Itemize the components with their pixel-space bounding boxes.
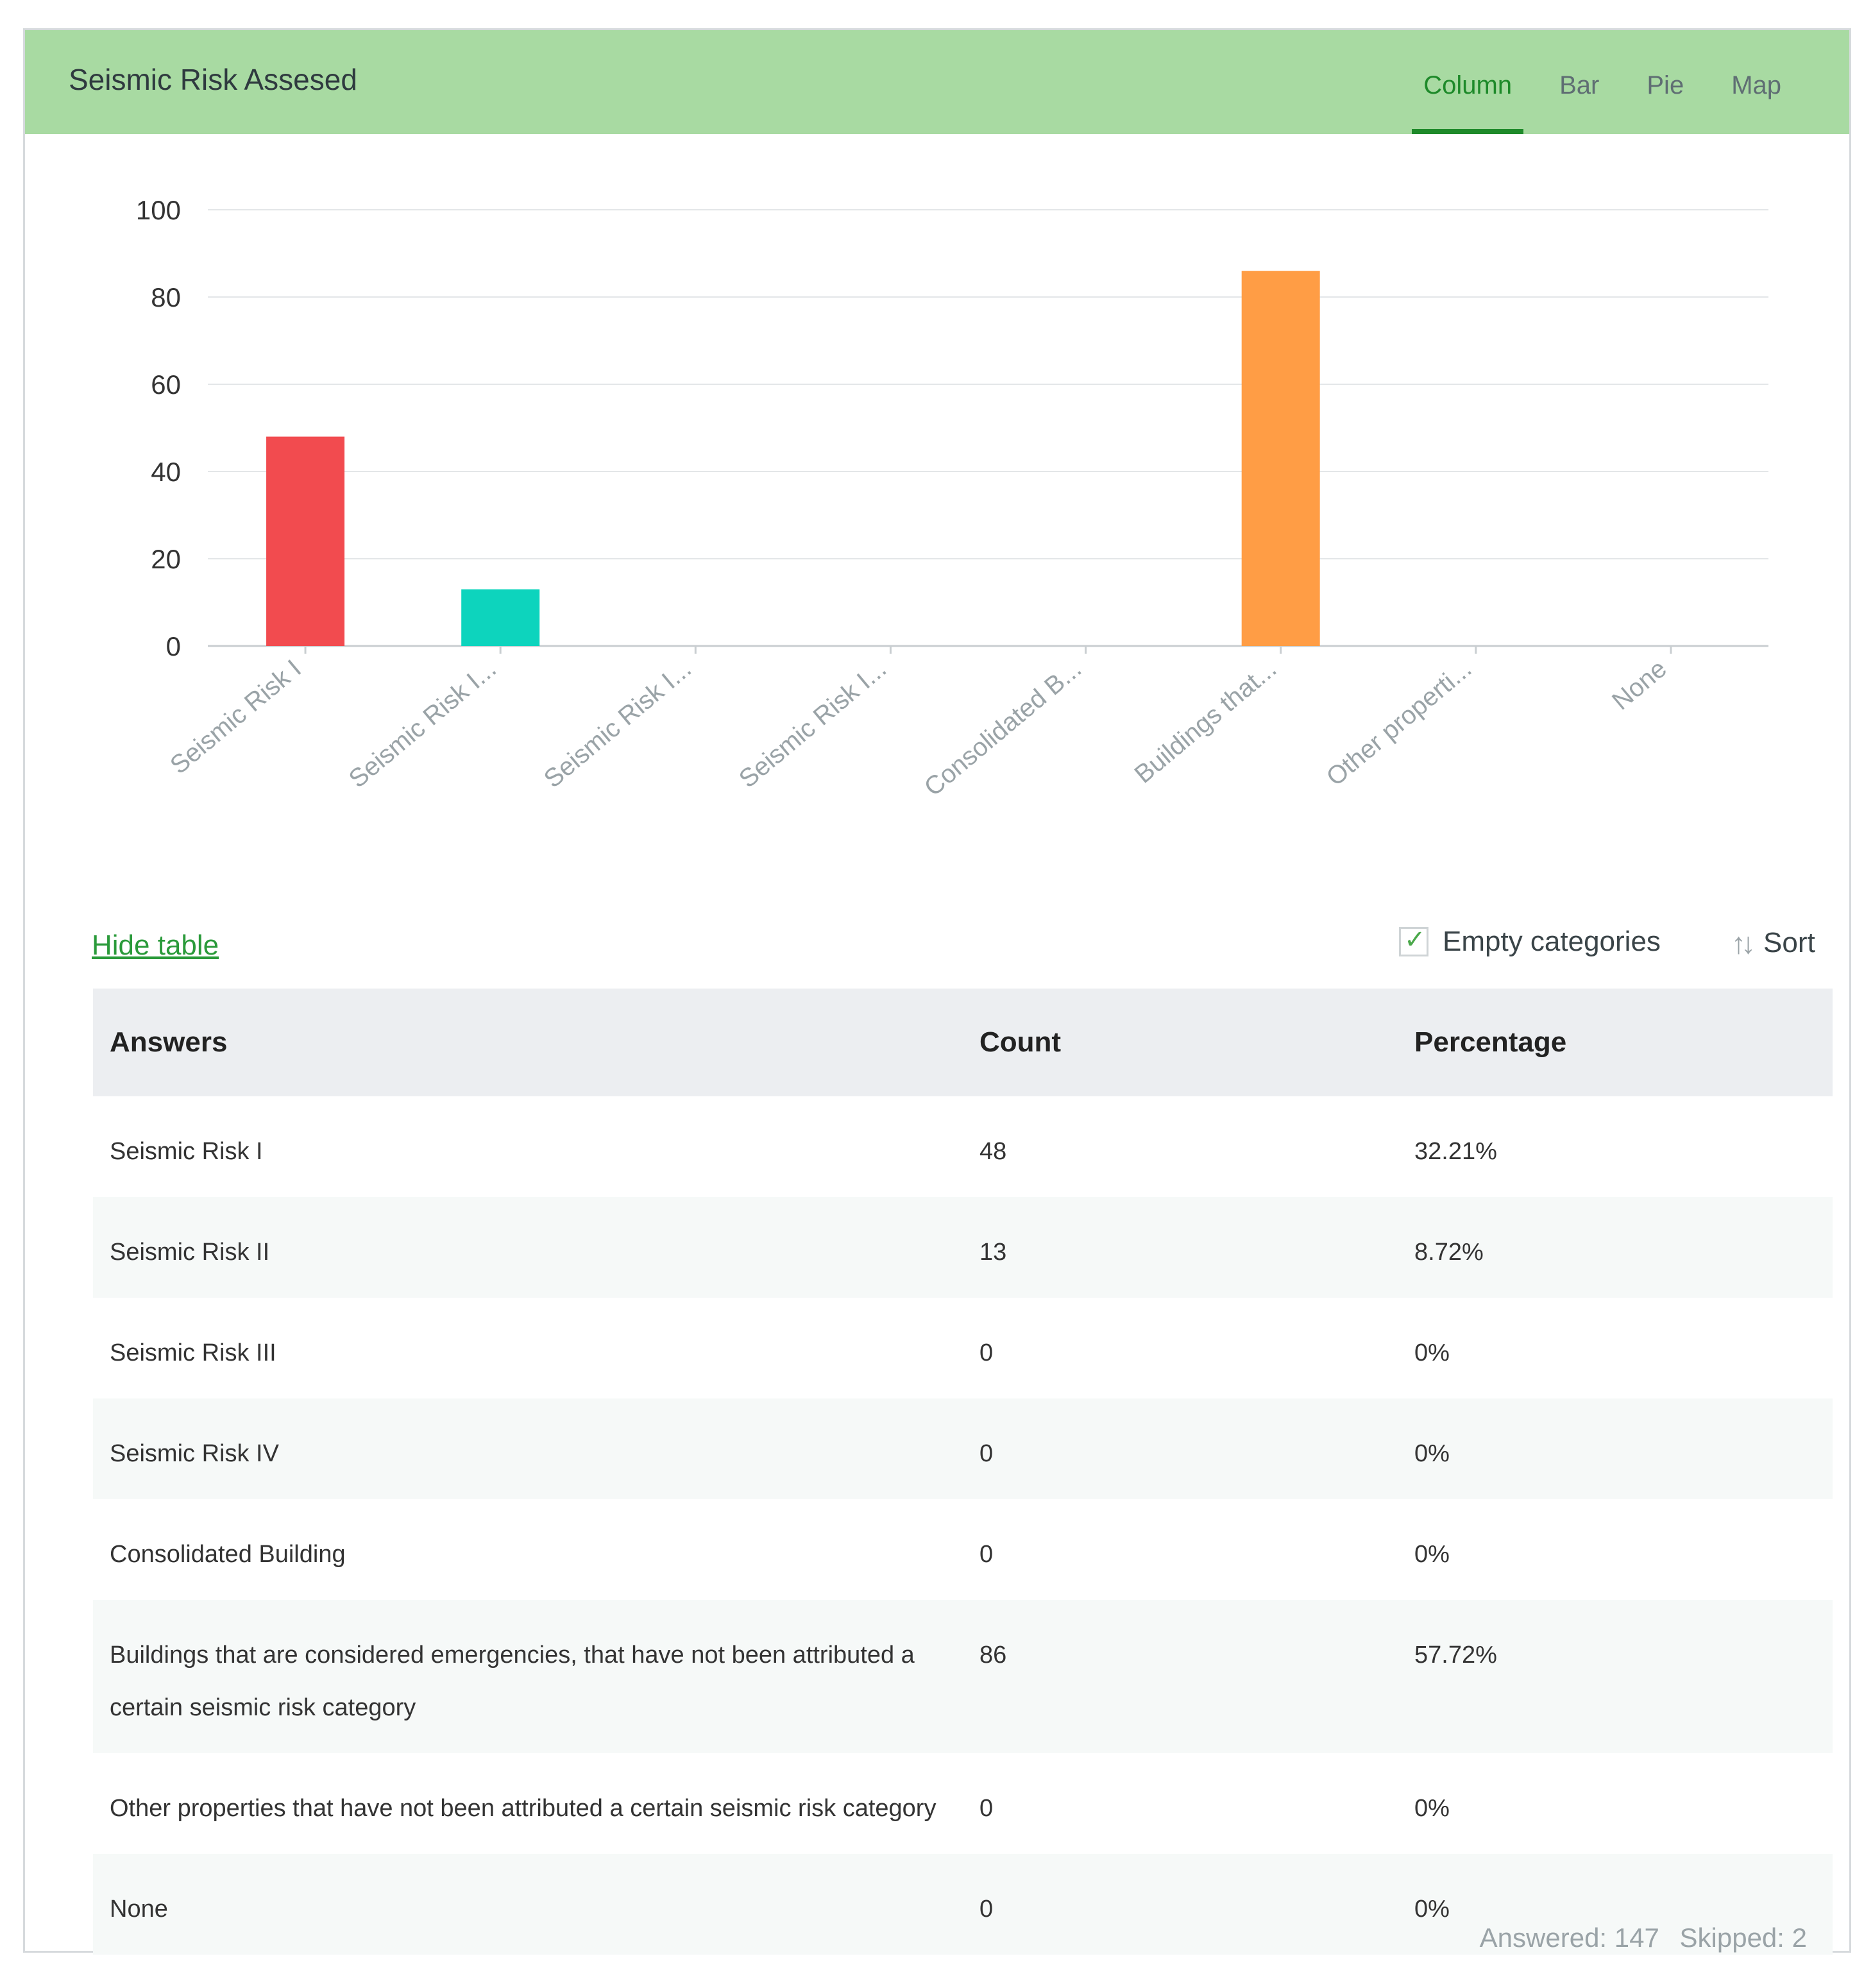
percentage-cell: 8.72% [1398, 1197, 1833, 1298]
chart-type-tabs: Column Bar Pie Map [1387, 30, 1793, 134]
percentage-cell: 0% [1398, 1854, 1833, 1955]
answer-cell: None [93, 1854, 963, 1955]
column-chart: 0 20 40 60 80 100 Seismic Risk I Seismic Risk I… [136, 195, 1768, 802]
table-row: Seismic Risk IV 0 0% [93, 1398, 1833, 1499]
count-cell: 86 [963, 1600, 1398, 1753]
table-row: Seismic Risk II 13 8.72% [93, 1197, 1833, 1298]
x-tick-label: Seismic Risk I... [734, 654, 892, 794]
empty-categories-checkbox[interactable]: ✓ [1399, 926, 1428, 956]
bar [1241, 271, 1320, 646]
question-result-card: Seismic Risk Assesed Column Bar Pie Map … [23, 28, 1851, 1955]
header-percentage[interactable]: Percentage [1398, 989, 1833, 1096]
response-stats: Answered: 147 Skipped: 2 [1467, 1923, 1807, 1953]
y-tick-label: 80 [151, 282, 181, 312]
x-tick-label: Seismic Risk I [165, 654, 307, 779]
y-tick-label: 0 [166, 631, 181, 661]
bar [266, 436, 345, 646]
skipped-count: Skipped: 2 [1679, 1923, 1807, 1953]
tab-bar[interactable]: Bar [1559, 71, 1600, 99]
sort-arrows-icon: ↑↓ [1731, 926, 1756, 960]
x-tick-label: Seismic Risk I... [539, 654, 697, 794]
table-row: None 0 0% [93, 1854, 1833, 1955]
sort-button[interactable]: ↑↓ Sort [1731, 926, 1815, 960]
y-tick-label: 40 [151, 457, 181, 487]
percentage-cell: 0% [1414, 1541, 1450, 1568]
answer-cell: Other properties that have not been attr… [110, 1795, 937, 1822]
y-tick-label: 100 [136, 195, 181, 225]
x-tick-label: Seismic Risk I... [344, 654, 502, 794]
results-table: Answers Count Percentage Seismic Risk I … [93, 989, 1833, 1955]
answer-cell: Seismic Risk I [110, 1138, 263, 1165]
count-cell: 0 [963, 1854, 1398, 1955]
empty-categories-label: Empty categories [1443, 926, 1661, 957]
hide-table-link[interactable]: Hide table [92, 930, 219, 961]
count-cell: 0 [963, 1398, 1398, 1499]
header-answers[interactable]: Answers [93, 989, 963, 1096]
table-row: Other properties that have not been attr… [93, 1753, 1833, 1854]
x-tick-label: Buildings that... [1130, 654, 1282, 789]
checkmark-icon: ✓ [1404, 926, 1426, 954]
percentage-cell: 0% [1414, 1795, 1450, 1822]
answer-cell: Consolidated Building [110, 1541, 346, 1568]
count-cell: 0 [979, 1541, 994, 1568]
percentage-cell: 0% [1414, 1339, 1450, 1366]
answer-cell: Buildings that are considered emergencie… [93, 1600, 963, 1753]
count-cell: 48 [979, 1138, 1007, 1165]
answered-count: Answered: 147 [1479, 1923, 1659, 1953]
empty-categories-toggle[interactable]: ✓ Empty categories [1399, 926, 1661, 958]
table-row: Seismic Risk I 48 32.21% [93, 1096, 1833, 1197]
sort-label: Sort [1763, 927, 1815, 958]
header-count[interactable]: Count [963, 989, 1398, 1096]
table-header-row: Answers Count Percentage [93, 989, 1833, 1096]
bar [461, 589, 540, 646]
count-cell: 13 [963, 1197, 1398, 1298]
y-tick-label: 60 [151, 370, 181, 400]
percentage-cell: 0% [1398, 1398, 1833, 1499]
x-tick-label: None [1607, 654, 1672, 715]
x-tick-label: Other properti... [1321, 654, 1477, 792]
table-row: Consolidated Building 0 0% [93, 1499, 1833, 1600]
tab-pie[interactable]: Pie [1647, 71, 1684, 99]
card-title: Seismic Risk Assesed [69, 63, 357, 96]
y-tick-label: 20 [151, 544, 181, 574]
answer-cell: Seismic Risk III [110, 1339, 276, 1366]
tab-column[interactable]: Column [1412, 30, 1523, 134]
x-tick-label: Consolidated B... [919, 654, 1087, 802]
answer-cell: Seismic Risk IV [93, 1398, 963, 1499]
count-cell: 0 [979, 1339, 994, 1366]
percentage-cell: 32.21% [1414, 1138, 1497, 1165]
table-row: Seismic Risk III 0 0% [93, 1298, 1833, 1398]
tab-map[interactable]: Map [1731, 71, 1781, 99]
table-row: Buildings that are considered emergencie… [93, 1600, 1833, 1753]
count-cell: 0 [979, 1795, 994, 1822]
card-header: Seismic Risk Assesed Column Bar Pie Map [25, 30, 1849, 134]
percentage-cell: 57.72% [1398, 1600, 1833, 1753]
answer-cell: Seismic Risk II [93, 1197, 963, 1298]
